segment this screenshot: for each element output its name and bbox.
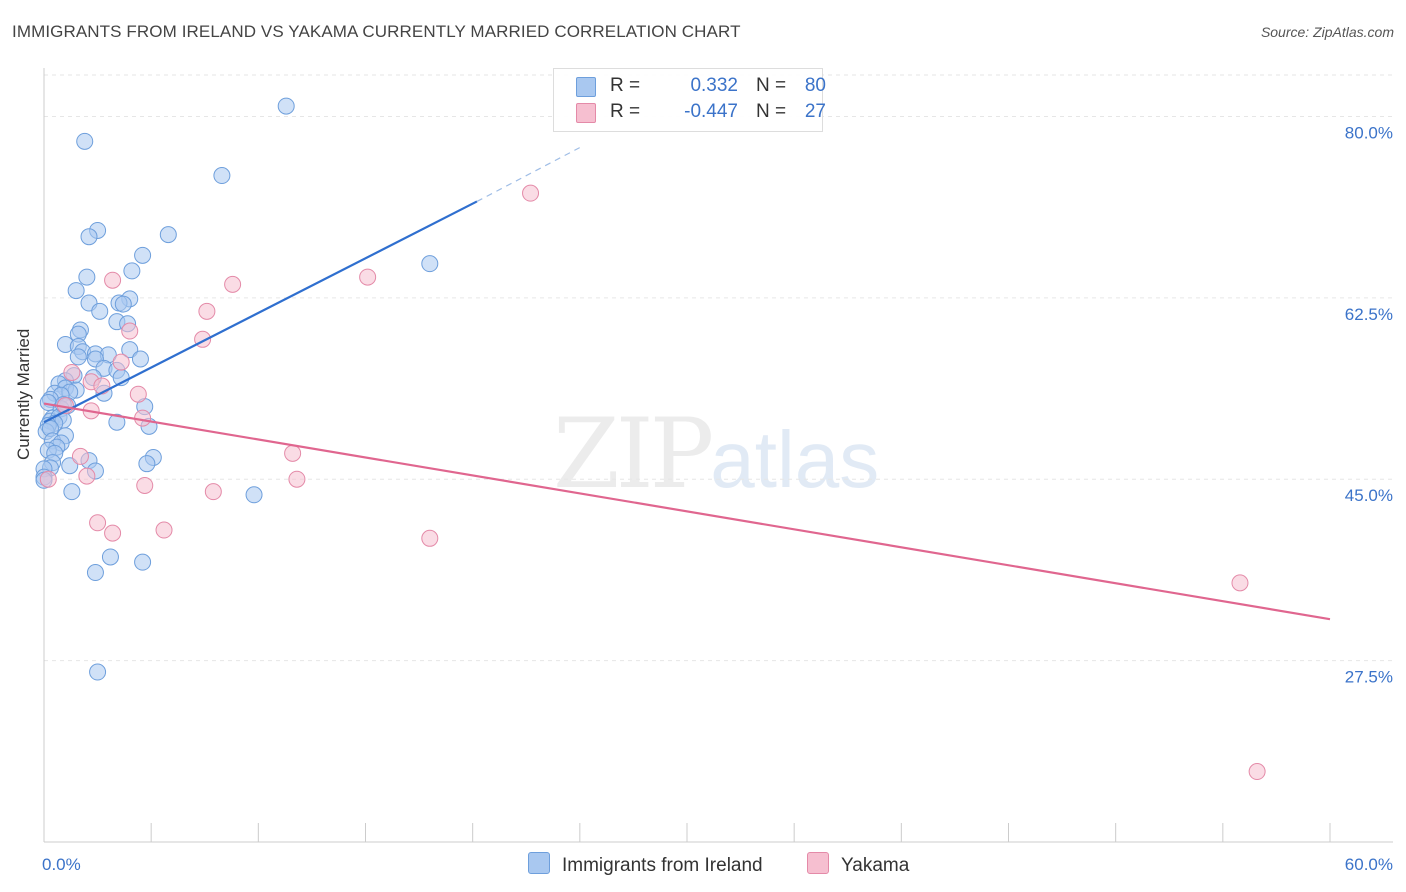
- ireland-point: [78, 268, 96, 286]
- legend-label-ireland: Immigrants from Ireland: [562, 855, 763, 876]
- legend-n-label: N =: [756, 75, 787, 96]
- legend-swatch-yakama: [576, 103, 596, 123]
- ireland-point: [89, 663, 107, 681]
- legend-r-value: -0.447: [684, 101, 738, 122]
- ireland-point: [131, 350, 149, 368]
- yakama-point: [112, 353, 130, 371]
- yakama-point: [421, 529, 439, 547]
- source-label: Source: ZipAtlas.com: [1260, 24, 1394, 40]
- yakama-point: [204, 483, 222, 501]
- watermark-atlas: atlas: [710, 415, 880, 504]
- yakama-trend-line: [43, 402, 1331, 621]
- ireland-point: [213, 167, 231, 185]
- legend-r-label: R =: [610, 101, 641, 122]
- x-tick-label: 0.0%: [42, 855, 81, 874]
- ireland-point: [69, 348, 87, 366]
- legend-swatch-ireland: [528, 852, 550, 874]
- ireland-point: [134, 553, 152, 571]
- ireland-trend-line: [43, 200, 478, 424]
- ireland-point: [121, 341, 139, 359]
- y-tick-label: 45.0%: [1345, 486, 1393, 505]
- x-tick-label: 60.0%: [1345, 855, 1393, 874]
- yakama-point: [71, 447, 89, 465]
- legend-swatch-yakama: [807, 852, 829, 874]
- legend-r-value: 0.332: [690, 75, 738, 96]
- ireland-point: [245, 486, 263, 504]
- legend-n-value: 27: [804, 101, 826, 122]
- stats-legend: R = 0.332 N = 80 R = -0.447 N = 27: [553, 68, 826, 132]
- legend-n-value: 80: [804, 75, 826, 96]
- ireland-point: [134, 246, 152, 264]
- yakama-point: [121, 322, 139, 340]
- legend-label-yakama: Yakama: [841, 855, 910, 876]
- ireland-point: [67, 282, 85, 300]
- yakama-point: [155, 521, 173, 539]
- ireland-point: [421, 255, 439, 273]
- legend-swatch-ireland: [576, 77, 596, 97]
- yakama-point: [78, 467, 96, 485]
- yakama-point: [136, 476, 154, 494]
- yakama-point: [224, 275, 242, 293]
- yakama-point: [104, 524, 122, 542]
- bottom-legend-ireland[interactable]: Immigrants from Ireland: [528, 852, 763, 876]
- yakama-point: [39, 470, 57, 488]
- watermark: ZIPatlas: [553, 398, 879, 510]
- ireland-point: [91, 302, 109, 320]
- yakama-point: [1248, 763, 1266, 781]
- chart-title: IMMIGRANTS FROM IRELAND VS YAKAMA CURREN…: [12, 22, 741, 41]
- ireland-point: [101, 548, 119, 566]
- yakama-point: [522, 184, 540, 202]
- yakama-point: [104, 271, 122, 289]
- yakama-point: [129, 385, 147, 403]
- legend-r-label: R =: [610, 75, 641, 96]
- ireland-point: [138, 455, 156, 473]
- yakama-point: [359, 268, 377, 286]
- ireland-point: [108, 413, 126, 431]
- yakama-point: [63, 363, 81, 381]
- ireland-point: [63, 483, 81, 501]
- y-tick-label: 27.5%: [1345, 668, 1393, 687]
- ireland-point: [277, 97, 295, 115]
- ireland-point: [123, 262, 141, 280]
- ireland-point: [80, 228, 98, 246]
- y-tick-label: 80.0%: [1345, 123, 1393, 142]
- ireland-point: [61, 457, 79, 475]
- yakama-point: [89, 514, 107, 532]
- ireland-point: [159, 226, 177, 244]
- ireland-trend-extension: [476, 147, 581, 202]
- watermark-zip: ZIP: [553, 398, 714, 510]
- ireland-point: [114, 295, 132, 313]
- yakama-point: [1231, 574, 1249, 592]
- yakama-point: [198, 302, 216, 320]
- yakama-point: [288, 470, 306, 488]
- yakama-point: [284, 444, 302, 462]
- bottom-legend-yakama[interactable]: Yakama: [807, 852, 909, 876]
- ireland-point: [86, 564, 104, 582]
- y-tick-label: 62.5%: [1345, 305, 1393, 324]
- legend-n-label: N =: [756, 101, 787, 122]
- ireland-point: [76, 132, 94, 150]
